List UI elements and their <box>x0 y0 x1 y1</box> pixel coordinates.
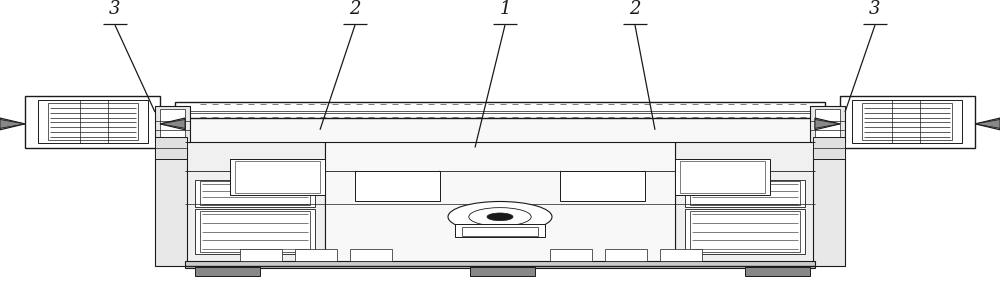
Bar <box>862 103 952 140</box>
Text: 2: 2 <box>629 0 641 18</box>
Bar <box>38 100 148 143</box>
Bar <box>840 96 975 148</box>
Bar <box>185 142 325 266</box>
Polygon shape <box>160 119 185 128</box>
Bar <box>605 249 647 261</box>
Bar <box>200 211 310 252</box>
Polygon shape <box>160 118 185 130</box>
Bar <box>560 171 645 201</box>
Bar <box>195 180 315 206</box>
Bar <box>690 181 800 205</box>
Bar <box>462 227 538 236</box>
Bar <box>350 249 392 261</box>
Bar <box>550 249 592 261</box>
Bar <box>470 267 535 276</box>
Bar <box>155 148 187 266</box>
Bar <box>195 209 315 254</box>
Bar <box>160 109 185 139</box>
Text: 3: 3 <box>869 0 881 18</box>
Bar <box>745 267 810 276</box>
Bar <box>155 106 190 142</box>
Bar <box>185 112 815 266</box>
Bar <box>675 142 815 266</box>
Bar <box>48 103 138 140</box>
Bar <box>325 142 675 266</box>
Bar <box>675 159 770 195</box>
Bar <box>660 249 702 261</box>
Bar <box>813 137 845 159</box>
Polygon shape <box>0 118 25 130</box>
Polygon shape <box>815 119 840 128</box>
Bar <box>852 100 962 143</box>
Polygon shape <box>975 118 1000 130</box>
Bar <box>813 148 845 266</box>
Bar <box>685 209 805 254</box>
Bar <box>235 161 320 193</box>
Bar <box>185 261 815 268</box>
Bar <box>810 106 845 142</box>
Text: 3: 3 <box>109 0 121 18</box>
Bar <box>455 224 545 237</box>
Bar <box>155 137 187 159</box>
Text: 2: 2 <box>349 0 361 18</box>
Polygon shape <box>815 118 840 130</box>
Polygon shape <box>975 119 1000 128</box>
Bar <box>195 267 260 276</box>
Circle shape <box>487 213 513 221</box>
Bar <box>200 181 310 205</box>
Bar <box>355 171 440 201</box>
Bar <box>240 249 282 261</box>
Bar <box>685 180 805 206</box>
Circle shape <box>448 201 552 232</box>
Text: 1: 1 <box>499 0 511 18</box>
Bar <box>175 102 825 118</box>
Circle shape <box>469 208 531 226</box>
Bar <box>690 211 800 252</box>
Bar <box>25 96 160 148</box>
Bar <box>230 159 325 195</box>
Bar <box>295 249 337 261</box>
Polygon shape <box>0 119 25 128</box>
Bar <box>680 161 765 193</box>
Bar <box>815 109 840 139</box>
